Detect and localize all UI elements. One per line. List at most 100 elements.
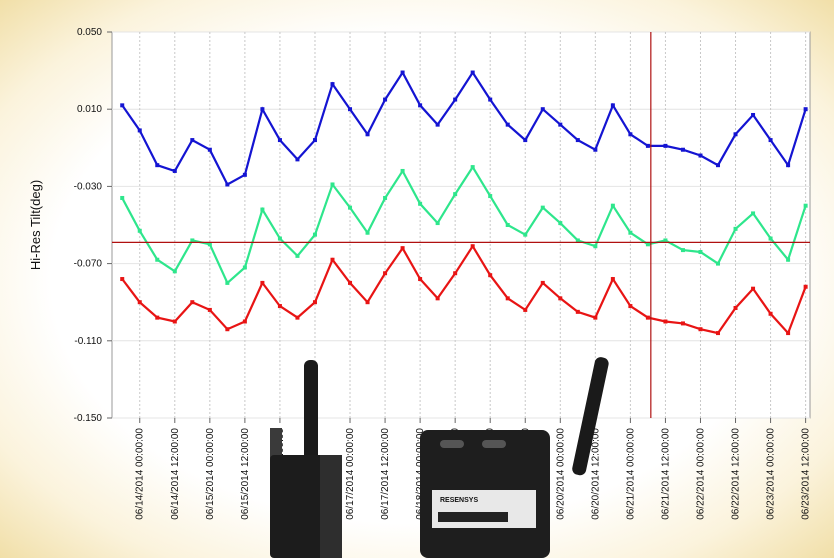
point (768, 138, 773, 143)
point (277, 304, 282, 309)
point (751, 211, 756, 216)
point (610, 203, 615, 208)
point (295, 315, 300, 320)
x-tick-label: 06/17/2014 00:00:00 (345, 428, 356, 520)
y-tick-label: 0.010 (77, 104, 102, 115)
point (365, 230, 370, 235)
point (558, 296, 563, 301)
point (751, 286, 756, 291)
point (505, 296, 510, 301)
point (155, 163, 160, 168)
point (365, 132, 370, 137)
point (523, 232, 528, 237)
y-tick-label: -0.150 (74, 413, 103, 424)
point (768, 311, 773, 316)
point (312, 232, 317, 237)
point (628, 304, 633, 309)
point (645, 143, 650, 148)
point (575, 309, 580, 314)
point (488, 194, 493, 199)
point (242, 265, 247, 270)
point (330, 182, 335, 187)
point (558, 122, 563, 127)
point (470, 244, 475, 249)
grid (107, 31, 810, 423)
x-tick-label: 06/22/2014 12:00:00 (731, 428, 742, 520)
y-tick-label: -0.110 (74, 336, 102, 347)
point (593, 315, 598, 320)
point (786, 163, 791, 168)
slot (440, 440, 464, 448)
point (558, 221, 563, 226)
point (593, 147, 598, 152)
point (190, 238, 195, 243)
point (470, 70, 475, 75)
device-side (320, 455, 342, 558)
point (435, 296, 440, 301)
x-tick-label: 06/15/2014 12:00:00 (240, 428, 251, 520)
point (803, 107, 808, 112)
point (242, 172, 247, 177)
point (698, 250, 703, 255)
point (488, 273, 493, 278)
point (418, 201, 423, 206)
point (295, 157, 300, 162)
point (751, 112, 756, 117)
device-left (270, 360, 342, 558)
brand-text: RESENSYS (440, 497, 478, 504)
point (330, 82, 335, 87)
point (400, 70, 405, 75)
point (575, 138, 580, 143)
point (803, 203, 808, 208)
series-group (112, 32, 810, 418)
point (716, 331, 721, 336)
point (400, 168, 405, 173)
x-tick-label: 06/15/2014 00:00:00 (205, 428, 216, 520)
point (190, 138, 195, 143)
point (295, 253, 300, 258)
point (540, 205, 545, 210)
point (383, 271, 388, 276)
point (120, 103, 125, 108)
point (207, 242, 212, 247)
point (435, 122, 440, 127)
point (155, 257, 160, 262)
point (453, 97, 458, 102)
y-axis-title: Hi-Res Tilt(deg) (28, 180, 43, 270)
point (435, 221, 440, 226)
x-tick-label: 06/17/2014 12:00:00 (380, 428, 391, 520)
y-tick-label: 0.050 (77, 27, 102, 38)
plot-area (111, 31, 811, 419)
point (312, 300, 317, 305)
point (470, 165, 475, 170)
point (680, 147, 685, 152)
point (418, 277, 423, 282)
point (383, 97, 388, 102)
point (172, 168, 177, 173)
point (155, 315, 160, 320)
point (645, 315, 650, 320)
device-right: RESENSYS (420, 357, 609, 558)
y-tick-label: -0.030 (74, 181, 103, 192)
point (137, 300, 142, 305)
point (768, 236, 773, 241)
x-tick-label: 06/14/2014 00:00:00 (135, 428, 146, 520)
point (453, 271, 458, 276)
point (172, 269, 177, 274)
point (628, 230, 633, 235)
point (190, 300, 195, 305)
point (733, 305, 738, 310)
x-tick-label: 06/20/2014 12:00:00 (590, 428, 601, 520)
point (207, 307, 212, 312)
x-tick-label: 06/20/2014 00:00:00 (555, 428, 566, 520)
point (225, 327, 230, 332)
point (418, 103, 423, 108)
point (593, 244, 598, 249)
point (260, 107, 265, 112)
barcode (438, 512, 508, 522)
point (505, 223, 510, 227)
x-tick-label: 06/14/2014 12:00:00 (170, 428, 181, 520)
point (575, 238, 580, 243)
point (225, 280, 230, 285)
